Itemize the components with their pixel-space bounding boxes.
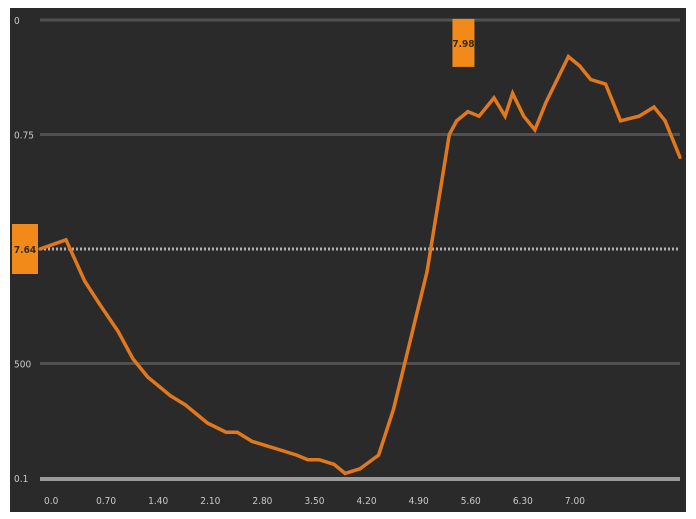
data-point bbox=[391, 407, 396, 411]
marker-layer: 7.64 7.98 bbox=[12, 18, 475, 274]
data-point bbox=[403, 361, 407, 366]
x-tick-label: 0.0 bbox=[44, 496, 59, 507]
x-tick-label: 7.00 bbox=[565, 496, 585, 507]
data-point bbox=[343, 471, 347, 476]
data-point bbox=[332, 462, 336, 466]
data-point bbox=[377, 453, 381, 457]
data-point bbox=[477, 114, 481, 118]
data-point bbox=[414, 316, 418, 320]
data-point bbox=[317, 458, 321, 462]
data-point bbox=[97, 302, 102, 306]
data-point bbox=[168, 393, 172, 398]
data-point bbox=[447, 132, 451, 137]
data-point bbox=[678, 155, 682, 159]
data-point bbox=[466, 110, 470, 114]
data-point bbox=[146, 375, 150, 379]
grid-layer bbox=[40, 18, 680, 365]
data-point bbox=[205, 421, 210, 425]
data-point bbox=[183, 403, 187, 407]
data-point bbox=[510, 91, 515, 95]
data-point bbox=[577, 64, 582, 68]
data-point bbox=[455, 119, 459, 123]
data-point bbox=[38, 247, 42, 251]
data-point bbox=[663, 119, 667, 123]
data-point bbox=[544, 100, 548, 105]
data-point bbox=[589, 77, 593, 82]
reference-value-badge bbox=[12, 224, 38, 274]
data-point bbox=[503, 114, 507, 118]
x-tick-label: 4.90 bbox=[409, 496, 429, 507]
y-axis-tick-labels: 0.1 500 0.75 0 bbox=[14, 16, 34, 485]
data-point bbox=[618, 119, 623, 123]
x-tick-label: 0.70 bbox=[96, 496, 116, 507]
y-tick-label: 0.75 bbox=[14, 131, 34, 142]
data-point bbox=[358, 467, 362, 471]
x-tick-label: 3.50 bbox=[304, 496, 324, 507]
data-point bbox=[432, 224, 437, 228]
line-chart: 0.0 0.70 1.40 2.10 2.80 3.50 4.20 4.90 5.60 6.30 7… bbox=[12, 16, 682, 507]
y-tick-label: 0 bbox=[14, 16, 20, 27]
y-tick-label: 500 bbox=[14, 360, 31, 371]
data-point bbox=[265, 444, 269, 448]
data-point bbox=[83, 279, 87, 283]
x-tick-label: 6.30 bbox=[513, 496, 533, 507]
x-tick-label: 2.80 bbox=[252, 496, 272, 507]
data-point bbox=[425, 270, 429, 274]
data-point bbox=[440, 178, 444, 182]
data-point bbox=[131, 357, 135, 361]
data-point bbox=[306, 458, 310, 462]
data-point bbox=[492, 96, 496, 100]
series-line bbox=[39, 53, 682, 476]
data-point bbox=[250, 439, 254, 443]
series-layer bbox=[38, 53, 682, 476]
data-point bbox=[652, 105, 656, 109]
data-point bbox=[295, 453, 299, 457]
x-axis: 0.0 0.70 1.40 2.10 2.80 3.50 4.20 4.90 5.60 6.30 7… bbox=[40, 477, 680, 507]
peak-value-badge bbox=[452, 18, 475, 67]
reference-value-label: 7.64 bbox=[14, 245, 36, 256]
x-tick-label: 1.40 bbox=[148, 496, 168, 507]
data-point bbox=[194, 412, 198, 416]
data-point bbox=[522, 114, 526, 118]
data-point bbox=[224, 430, 228, 434]
data-point bbox=[603, 82, 608, 86]
data-point bbox=[235, 430, 239, 434]
x-tick-label: 2.10 bbox=[200, 496, 220, 507]
data-point bbox=[555, 77, 559, 82]
data-point bbox=[116, 329, 120, 334]
peak-value-label: 7.98 bbox=[452, 39, 474, 50]
data-point bbox=[566, 55, 570, 59]
y-tick-label: 0.1 bbox=[14, 474, 28, 485]
data-point bbox=[64, 238, 68, 242]
data-point bbox=[533, 128, 537, 132]
data-point bbox=[280, 448, 284, 453]
x-tick-label: 4.20 bbox=[357, 496, 377, 507]
data-point bbox=[637, 114, 641, 118]
chart-frame: 0.0 0.70 1.40 2.10 2.80 3.50 4.20 4.90 5.60 6.30 7… bbox=[10, 8, 686, 512]
data-point bbox=[157, 384, 161, 388]
x-tick-label: 5.60 bbox=[461, 496, 481, 507]
